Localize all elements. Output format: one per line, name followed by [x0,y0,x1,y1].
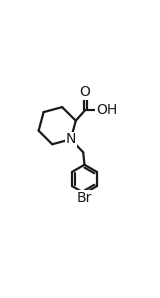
Text: OH: OH [96,103,117,117]
Text: O: O [80,85,91,99]
Text: Br: Br [77,191,92,205]
Text: N: N [66,132,76,146]
